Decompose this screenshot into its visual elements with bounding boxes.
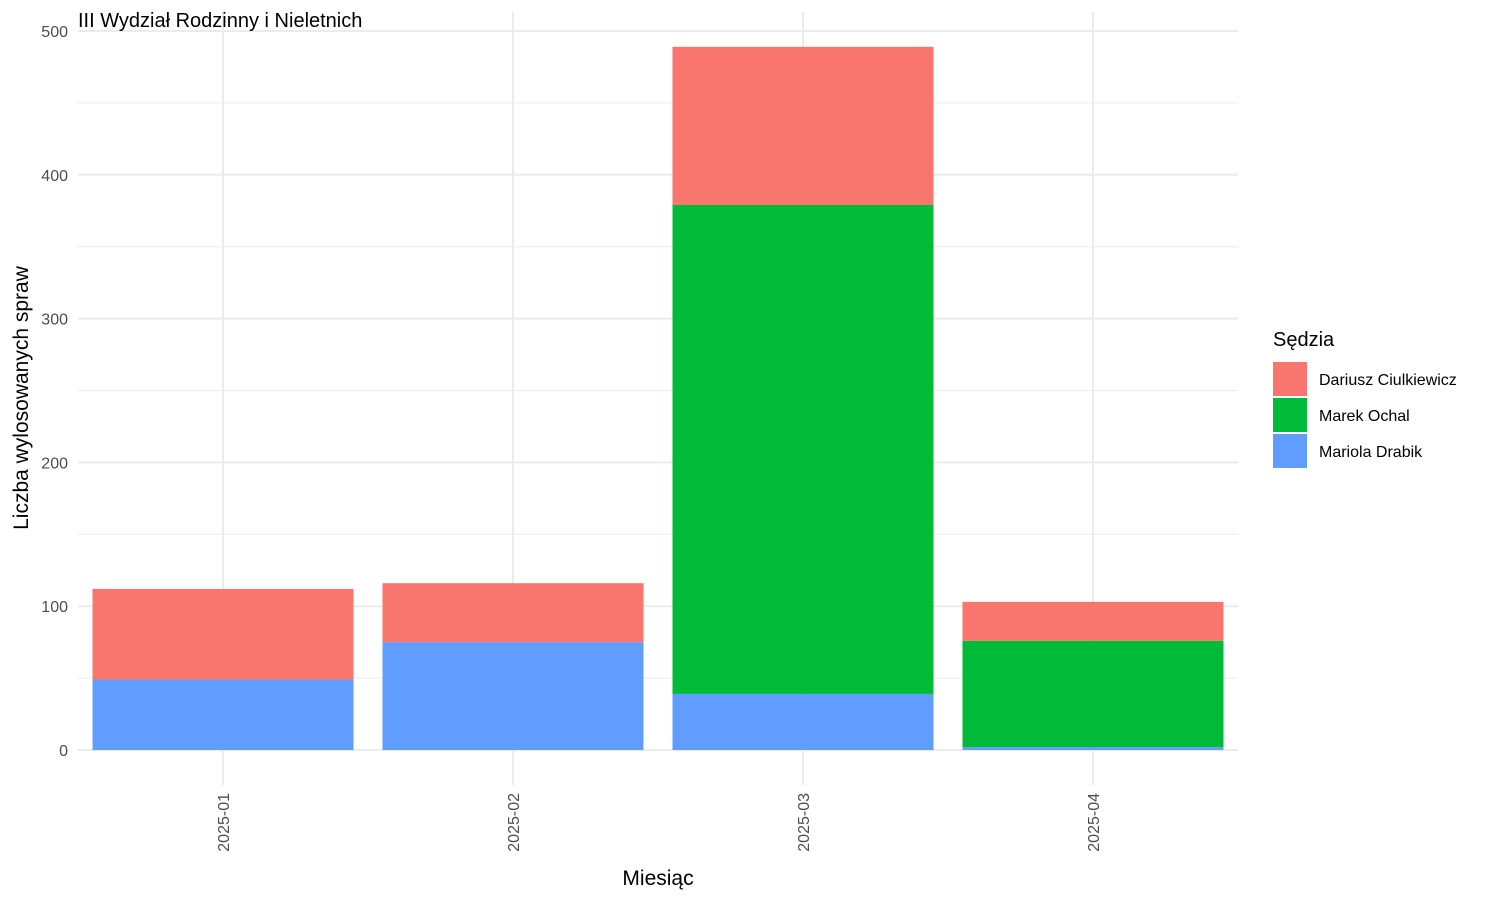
y-axis-title: Liczba wylosowanych spraw: [10, 265, 33, 530]
x-tick-label: 2025-02: [506, 793, 523, 852]
bar-segment: [672, 46, 934, 205]
bar-segment: [962, 747, 1224, 750]
bar-segment: [92, 588, 354, 680]
bars: [92, 46, 1224, 750]
legend-label: Mariola Drabik: [1319, 444, 1423, 461]
legend-label: Marek Ochal: [1319, 408, 1410, 425]
y-tick-label: 500: [41, 24, 68, 41]
y-tick-label: 100: [41, 599, 68, 616]
x-tick-label: 2025-04: [1086, 793, 1103, 852]
chart-title: III Wydział Rodzinny i Nieletnich: [78, 10, 362, 32]
bar-segment: [962, 640, 1224, 748]
legend-swatch: [1273, 434, 1307, 468]
y-tick-label: 400: [41, 168, 68, 185]
legend-items: Dariusz Ciulkiewicz Marek Ochal Mariola Dr…: [1273, 362, 1457, 468]
bar-segment: [382, 583, 644, 643]
y-tick-label: 300: [41, 312, 68, 329]
legend-swatch: [1273, 362, 1307, 396]
bar-segment: [92, 679, 354, 750]
bar-segment: [672, 693, 934, 750]
bar-segment: [672, 204, 934, 694]
legend-swatch: [1273, 398, 1307, 432]
x-tick-label: 2025-03: [796, 793, 813, 852]
legend-label: Dariusz Ciulkiewicz: [1319, 372, 1457, 389]
y-tick-label: 200: [41, 455, 68, 472]
bar-segment: [382, 642, 644, 750]
x-tick-label: 2025-01: [216, 793, 233, 852]
x-axis-title: Miesiąc: [622, 867, 693, 890]
x-axis-ticks: 2025-01 2025-02 2025-03 2025-04: [216, 793, 1103, 852]
legend: Sędzia Dariusz Ciulkiewicz Marek Ochal Mar…: [1273, 329, 1457, 468]
y-axis-ticks: 0 100 200 300 400 500: [41, 24, 68, 760]
bar-segment: [962, 601, 1224, 641]
legend-title: Sędzia: [1273, 329, 1335, 351]
y-tick-label: 0: [59, 743, 68, 760]
